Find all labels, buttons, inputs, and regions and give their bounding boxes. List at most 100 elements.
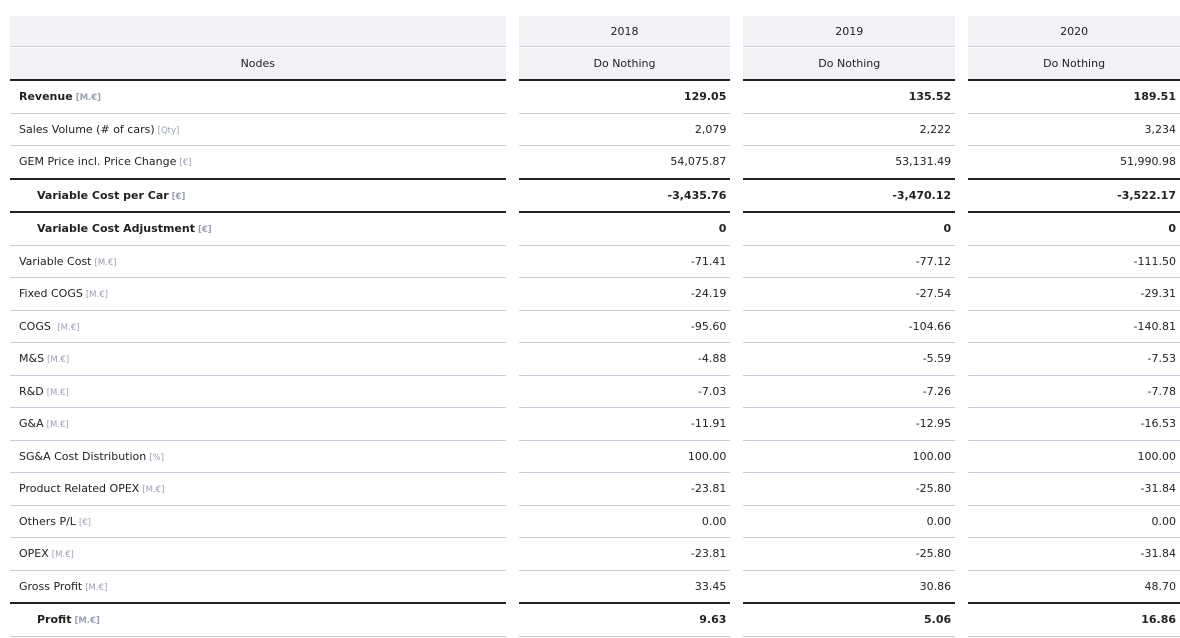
value-cell[interactable]: -104.66 — [743, 311, 956, 343]
table-row[interactable]: Variable Cost [M.€] -71.41 -77.12 -111.50 — [10, 245, 1180, 278]
value-cell[interactable]: -23.81 — [518, 473, 731, 506]
value-cell[interactable]: -77.12 — [743, 246, 956, 278]
value-cell[interactable]: -7.26 — [743, 376, 956, 408]
year-header[interactable]: 2020 — [968, 16, 1180, 47]
value-cell[interactable]: 135.52 — [743, 81, 956, 114]
scenario-header[interactable]: Do Nothing — [968, 47, 1180, 81]
value-cell[interactable]: 100.00 — [968, 441, 1180, 473]
value-cell[interactable]: 5.06 — [743, 602, 956, 637]
value-cell[interactable]: -7.53 — [968, 343, 1180, 376]
table-row[interactable]: Variable Cost per Car [€] -3,435.76 -3,470.… — [10, 177, 1180, 212]
node-name: Fixed COGS — [19, 287, 83, 301]
node-name: SG&A Cost Distribution — [19, 449, 147, 463]
value-cell[interactable]: 2,222 — [743, 114, 956, 146]
node-name: Revenue — [19, 90, 73, 104]
value-cell[interactable]: -16.53 — [968, 408, 1180, 441]
node-name: Gross Profit — [19, 579, 83, 593]
value-cell[interactable]: 30.86 — [919, 579, 952, 593]
value-cell[interactable]: 0.00 — [743, 506, 956, 538]
value-cell[interactable]: 0.00 — [518, 506, 731, 538]
value-cell[interactable]: 100.00 — [518, 441, 731, 473]
value-cell[interactable]: 33.45 — [694, 579, 727, 593]
table-row[interactable]: SG&A Cost Distribution [%] 100.00 100.00 100… — [10, 440, 1180, 473]
value-cell[interactable]: 53,131.49 — [895, 155, 952, 169]
table-row[interactable]: GEM Price incl. Price Change [€] 54,075.87… — [10, 146, 1180, 178]
value-cell[interactable]: -4.88 — [518, 343, 731, 376]
node-cell: Others P/L [€] — [10, 506, 506, 538]
value-cell[interactable]: -24.19 — [518, 278, 731, 311]
unit-label: [€] — [78, 517, 91, 528]
value-cell[interactable]: -25.80 — [743, 538, 956, 571]
table-row[interactable]: R&D [M.€] -7.03 -7.26 -7.78 — [10, 375, 1180, 408]
node-cell: Variable Cost [M.€] — [10, 246, 506, 278]
value-cell[interactable]: 3,234 — [968, 114, 1180, 146]
unit-label: [M.€] — [94, 257, 117, 268]
value-cell[interactable]: 2,079 — [518, 114, 731, 146]
value-cell[interactable]: 0 — [518, 211, 731, 246]
node-name: Others P/L — [19, 514, 76, 528]
table-row[interactable]: G&A [M.€] -11.91 -12.95 -16.53 — [10, 408, 1180, 441]
value-cell[interactable]: 100.00 — [743, 441, 956, 473]
table-row[interactable]: OPEX [M.€] -23.81 -25.80 -31.84 — [10, 538, 1180, 571]
value-cell[interactable]: 189.51 — [968, 81, 1180, 114]
value-cell[interactable]: 48.70 — [1144, 579, 1177, 593]
value-cell[interactable]: -7.78 — [968, 376, 1180, 408]
unit-label: [€] — [179, 158, 192, 169]
node-cell: Product Related OPEX [M.€] — [10, 473, 506, 506]
scenario-header[interactable]: Do Nothing — [518, 47, 731, 81]
value-cell[interactable]: -31.84 — [968, 538, 1180, 571]
value-cell[interactable]: -3,470.12 — [743, 177, 956, 212]
value-cell[interactable]: -111.50 — [968, 246, 1180, 278]
node-cell: OPEX [M.€] — [10, 538, 506, 571]
value-cell[interactable]: -3,435.76 — [518, 177, 731, 212]
table-row[interactable]: Revenue [M.€] 129.05 135.52 189.51 — [10, 81, 1180, 114]
value-cell[interactable]: 0 — [743, 211, 956, 246]
scenario-header[interactable]: Do Nothing — [743, 47, 956, 81]
table-row[interactable]: Gross Profit [M.€] 33.45 30.86 48.70 — [10, 570, 1180, 602]
value-cell[interactable]: -71.41 — [518, 246, 731, 278]
year-header[interactable]: 2019 — [743, 16, 956, 47]
unit-label: [Qty] — [157, 125, 180, 136]
unit-label: [M.€] — [47, 355, 70, 366]
value-cell[interactable]: -25.80 — [743, 473, 956, 506]
value-cell[interactable]: 129.05 — [518, 81, 731, 114]
table-row[interactable]: Profit [M.€] 9.63 5.06 16.86 — [10, 602, 1180, 637]
value-cell[interactable]: -5.59 — [743, 343, 956, 376]
nodes-header[interactable]: Nodes — [10, 47, 506, 81]
value-cell[interactable]: 16.86 — [968, 602, 1180, 637]
value-cell[interactable]: -23.81 — [518, 538, 731, 571]
unit-label: [M.€] — [51, 550, 74, 561]
table-row[interactable]: COGS [M.€] -95.60 -104.66 -140.81 — [10, 310, 1180, 343]
node-name: Product Related OPEX — [19, 482, 140, 496]
value-cell[interactable]: 0.00 — [968, 506, 1180, 538]
year-header[interactable]: 2018 — [518, 16, 731, 47]
header-empty — [10, 16, 506, 47]
table-row[interactable]: Others P/L [€] 0.00 0.00 0.00 — [10, 505, 1180, 538]
value-cell[interactable]: 54,075.87 — [670, 155, 727, 169]
node-cell: COGS [M.€] — [10, 311, 506, 343]
unit-label: [€] — [197, 225, 212, 236]
value-cell[interactable]: -95.60 — [518, 311, 731, 343]
value-cell[interactable]: -31.84 — [968, 473, 1180, 506]
value-cell[interactable]: -27.54 — [743, 278, 956, 311]
value-cell[interactable]: 51,990.98 — [1120, 155, 1176, 169]
value-cell[interactable]: -11.91 — [518, 408, 731, 441]
table-row[interactable]: Sales Volume (# of cars) [Qty] 2,079 2,222 3… — [10, 113, 1180, 146]
table-row[interactable]: M&S [M.€] -4.88 -5.59 -7.53 — [10, 343, 1180, 376]
node-name: GEM Price incl. Price Change — [19, 155, 177, 169]
node-name: COGS — [19, 319, 55, 333]
unit-label: [M.€] — [85, 290, 108, 301]
node-name: Variable Cost — [19, 254, 92, 268]
node-name: Sales Volume (# of cars) — [19, 122, 155, 136]
node-name: R&D — [19, 384, 44, 398]
value-cell[interactable]: -29.31 — [968, 278, 1180, 311]
value-cell[interactable]: 9.63 — [518, 602, 731, 637]
value-cell[interactable]: -7.03 — [518, 376, 731, 408]
table-row[interactable]: Variable Cost Adjustment [€] 0 0 0 — [10, 211, 1180, 246]
value-cell[interactable]: -3,522.17 — [968, 177, 1180, 212]
value-cell[interactable]: -12.95 — [743, 408, 956, 441]
table-row[interactable]: Product Related OPEX [M.€] -23.81 -25.80 -31… — [10, 473, 1180, 506]
value-cell[interactable]: 0 — [968, 211, 1180, 246]
value-cell[interactable]: -140.81 — [968, 311, 1180, 343]
table-row[interactable]: Fixed COGS [M.€] -24.19 -27.54 -29.31 — [10, 278, 1180, 311]
